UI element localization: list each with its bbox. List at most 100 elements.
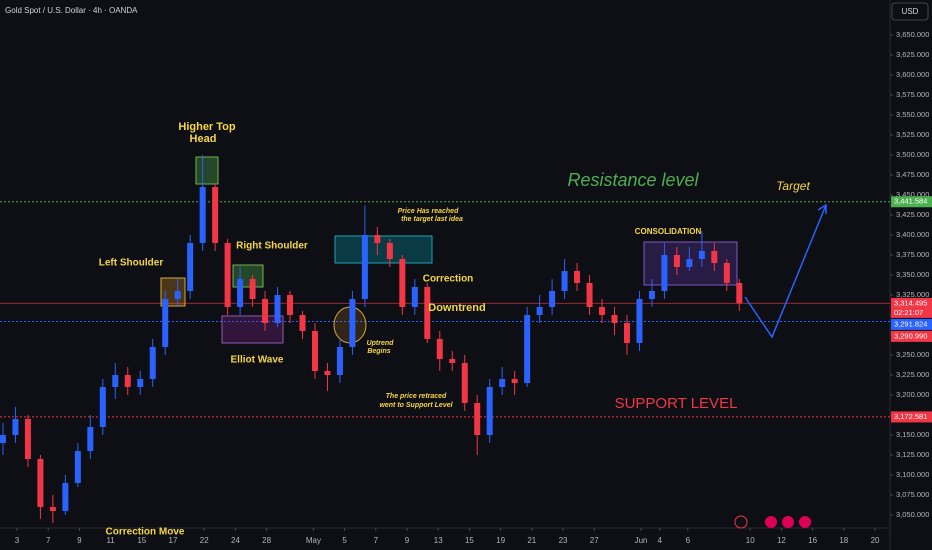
currency-box[interactable] [891, 2, 929, 21]
x-tick-label: 9 [405, 536, 410, 545]
candle-body [561, 271, 568, 291]
x-tick-label: 16 [808, 536, 817, 545]
candle-body [711, 251, 718, 263]
candle-body [24, 419, 31, 459]
y-tick-label: 3,400.000 [896, 230, 929, 239]
candle-body [386, 243, 393, 259]
x-tick-label: 5 [342, 536, 347, 545]
candle-body [262, 299, 269, 323]
candle-body [224, 243, 231, 307]
x-tick-label: 20 [871, 536, 880, 545]
price-label-bg [891, 330, 932, 342]
candle-body [199, 187, 206, 243]
y-tick-label: 3,625.000 [896, 50, 929, 59]
head-box [195, 156, 219, 185]
candle-body [324, 371, 331, 375]
candle-body [511, 379, 518, 383]
annotation: Correction [423, 274, 474, 285]
y-tick-label: 3,450.000 [896, 190, 929, 199]
x-tick-label: 22 [200, 536, 209, 545]
candle-body [62, 483, 69, 511]
candle-body [162, 299, 169, 347]
y-tick-label: 3,125.000 [896, 450, 929, 459]
candle-body [648, 291, 655, 299]
annotation: Right Shoulder [236, 241, 308, 252]
candle-body [661, 255, 668, 291]
candle-body [174, 291, 181, 299]
candle-body [336, 347, 343, 375]
x-tick-label: 17 [169, 536, 178, 545]
price-label-bg [891, 297, 932, 318]
candle-body [586, 283, 593, 307]
candle-body [249, 279, 256, 299]
candle-body [424, 287, 431, 339]
candle-body [287, 295, 294, 315]
x-tick-label: 21 [527, 536, 536, 545]
x-tick-label: 7 [374, 536, 379, 545]
price-label: 3,291.824 [894, 319, 927, 328]
chart-title: Gold Spot / U.S. Dollar · 4h · OANDA [5, 6, 138, 15]
x-tick-label: 3 [15, 536, 20, 545]
candle-body [74, 451, 81, 483]
candle-body [611, 315, 618, 323]
annotation: Higher Top [178, 121, 236, 133]
annotation: Left Shoulder [99, 258, 164, 269]
y-tick-label: 3,100.000 [896, 470, 929, 479]
annotation: Resistance level [567, 170, 699, 190]
x-tick-label: 12 [777, 536, 786, 545]
y-tick-label: 3,425.000 [896, 210, 929, 219]
y-tick-label: 3,150.000 [896, 430, 929, 439]
candle-body [361, 235, 368, 299]
price-label-bg [891, 411, 932, 423]
x-tick-label: 15 [465, 536, 474, 545]
x-tick-label: 6 [686, 536, 691, 545]
candle-body [599, 307, 606, 315]
projection-path [744, 204, 827, 339]
annotation: Downtrend [428, 302, 485, 314]
x-tick-label: 11 [106, 536, 115, 545]
annotation: Target [776, 179, 810, 193]
price-label: 3,441.584 [894, 197, 927, 206]
icon[interactable] [782, 516, 794, 528]
y-tick-label: 3,050.000 [896, 510, 929, 519]
candle-body [99, 387, 106, 427]
projection-arrow [817, 203, 827, 214]
candle-body [686, 259, 693, 267]
candle-body [536, 307, 543, 315]
candle-body [0, 435, 6, 443]
x-tick-label: 24 [231, 536, 240, 545]
candle-body [499, 379, 506, 387]
candle-body [399, 259, 406, 307]
x-tick-label: 10 [746, 536, 755, 545]
x-tick-label: 23 [559, 536, 568, 545]
icon[interactable] [734, 515, 748, 529]
candle-body [574, 271, 581, 283]
candle-body [112, 375, 119, 387]
icon[interactable] [765, 516, 777, 528]
candle-body [636, 299, 643, 343]
candle-body [461, 363, 468, 403]
icon[interactable] [799, 516, 811, 528]
candle-body [212, 187, 219, 243]
currency: USD [902, 7, 919, 16]
candle-body [137, 379, 144, 387]
x-tick-label: 15 [137, 536, 146, 545]
annotation: Head [190, 133, 217, 145]
price-label-bg [891, 196, 932, 208]
candle-body [549, 291, 556, 307]
annotation: the target last idea [401, 216, 463, 223]
bottom-icons [734, 515, 811, 529]
candle-body [274, 295, 281, 323]
x-tick-label: 13 [434, 536, 443, 545]
annotation: Begins [367, 348, 390, 355]
y-tick-label: 3,225.000 [896, 370, 929, 379]
y-tick-label: 3,075.000 [896, 490, 929, 499]
annotation: SUPPORT LEVEL [615, 395, 738, 412]
candle-body [311, 331, 318, 371]
y-tick-label: 3,575.000 [896, 90, 929, 99]
price-label: 3,290.990 [894, 331, 927, 340]
candle-body [698, 251, 705, 259]
